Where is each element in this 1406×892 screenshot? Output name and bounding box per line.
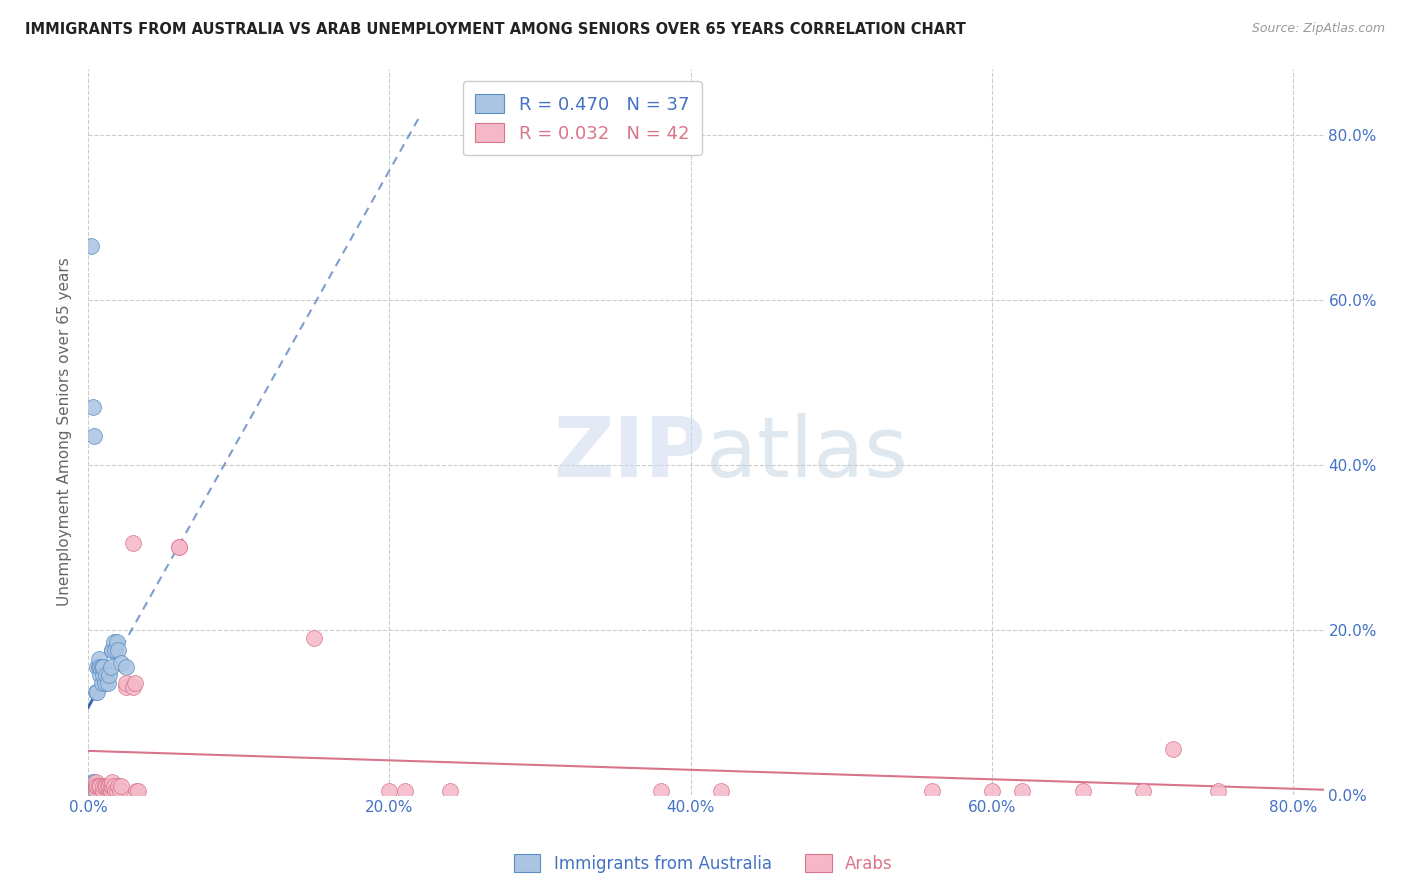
Point [108, 783, 131, 797]
Point [650, 783, 672, 797]
Point [921, 783, 943, 797]
Point [83, 783, 105, 797]
Text: ZIP: ZIP [554, 413, 706, 494]
Point [1071, 783, 1094, 797]
Point [86, 660, 108, 674]
Point [101, 643, 124, 657]
Point [82, 783, 104, 797]
Point [97, 676, 120, 690]
Y-axis label: Unemployment Among Seniors over 65 years: Unemployment Among Seniors over 65 years [58, 257, 72, 606]
Text: atlas: atlas [706, 413, 908, 494]
Point [82, 400, 104, 414]
Point [114, 660, 136, 674]
Point [103, 635, 125, 649]
Point [82, 780, 104, 794]
Point [93, 676, 115, 690]
Point [110, 780, 132, 794]
Text: IMMIGRANTS FROM AUSTRALIA VS ARAB UNEMPLOYMENT AMONG SENIORS OVER 65 YEARS CORRE: IMMIGRANTS FROM AUSTRALIA VS ARAB UNEMPL… [25, 22, 966, 37]
Point [82, 775, 104, 789]
Legend: Immigrants from Australia, Arabs: Immigrants from Australia, Arabs [506, 847, 900, 880]
Point [107, 780, 129, 794]
Point [91, 783, 114, 797]
Point [107, 643, 129, 657]
Point [80, 239, 103, 253]
Point [1161, 742, 1184, 756]
Point [100, 783, 122, 797]
Point [80, 780, 103, 794]
Point [86, 780, 108, 794]
Point [100, 660, 122, 674]
Point [84, 780, 107, 794]
Point [105, 783, 128, 797]
Point [83, 775, 105, 789]
Point [122, 536, 145, 550]
Point [100, 780, 122, 794]
Point [104, 783, 127, 797]
Point [101, 775, 124, 789]
Point [1132, 783, 1154, 797]
Point [79, 783, 101, 797]
Point [167, 540, 190, 554]
Point [114, 676, 136, 690]
Point [83, 428, 105, 442]
Point [103, 780, 125, 794]
Point [84, 780, 107, 794]
Point [110, 656, 132, 670]
Point [114, 681, 136, 695]
Point [101, 643, 124, 657]
Point [125, 783, 148, 797]
Point [87, 660, 110, 674]
Point [84, 775, 107, 789]
Point [91, 780, 114, 794]
Point [394, 783, 416, 797]
Point [105, 635, 128, 649]
Legend: R = 0.470   N = 37, R = 0.032   N = 42: R = 0.470 N = 37, R = 0.032 N = 42 [463, 81, 702, 155]
Point [89, 668, 111, 682]
Point [93, 780, 115, 794]
Point [124, 676, 146, 690]
Text: Source: ZipAtlas.com: Source: ZipAtlas.com [1251, 22, 1385, 36]
Point [89, 660, 111, 674]
Point [97, 780, 120, 794]
Point [84, 783, 107, 797]
Point [122, 681, 145, 695]
Point [90, 660, 112, 674]
Point [87, 651, 110, 665]
Point [439, 783, 461, 797]
Point [302, 631, 325, 645]
Point [87, 780, 110, 794]
Point [378, 783, 401, 797]
Point [86, 684, 108, 698]
Point [1206, 783, 1229, 797]
Point [98, 780, 121, 794]
Point [80, 783, 103, 797]
Point [96, 668, 118, 682]
Point [84, 684, 107, 698]
Point [98, 668, 121, 682]
Point [96, 780, 118, 794]
Point [1011, 783, 1033, 797]
Point [89, 780, 111, 794]
Point [79, 780, 101, 794]
Point [127, 783, 149, 797]
Point [86, 783, 108, 797]
Point [91, 660, 114, 674]
Point [90, 676, 112, 690]
Point [710, 783, 733, 797]
Point [167, 540, 190, 554]
Point [83, 780, 105, 794]
Point [981, 783, 1004, 797]
Point [101, 780, 124, 794]
Point [84, 783, 107, 797]
Point [104, 643, 127, 657]
Point [91, 668, 114, 682]
